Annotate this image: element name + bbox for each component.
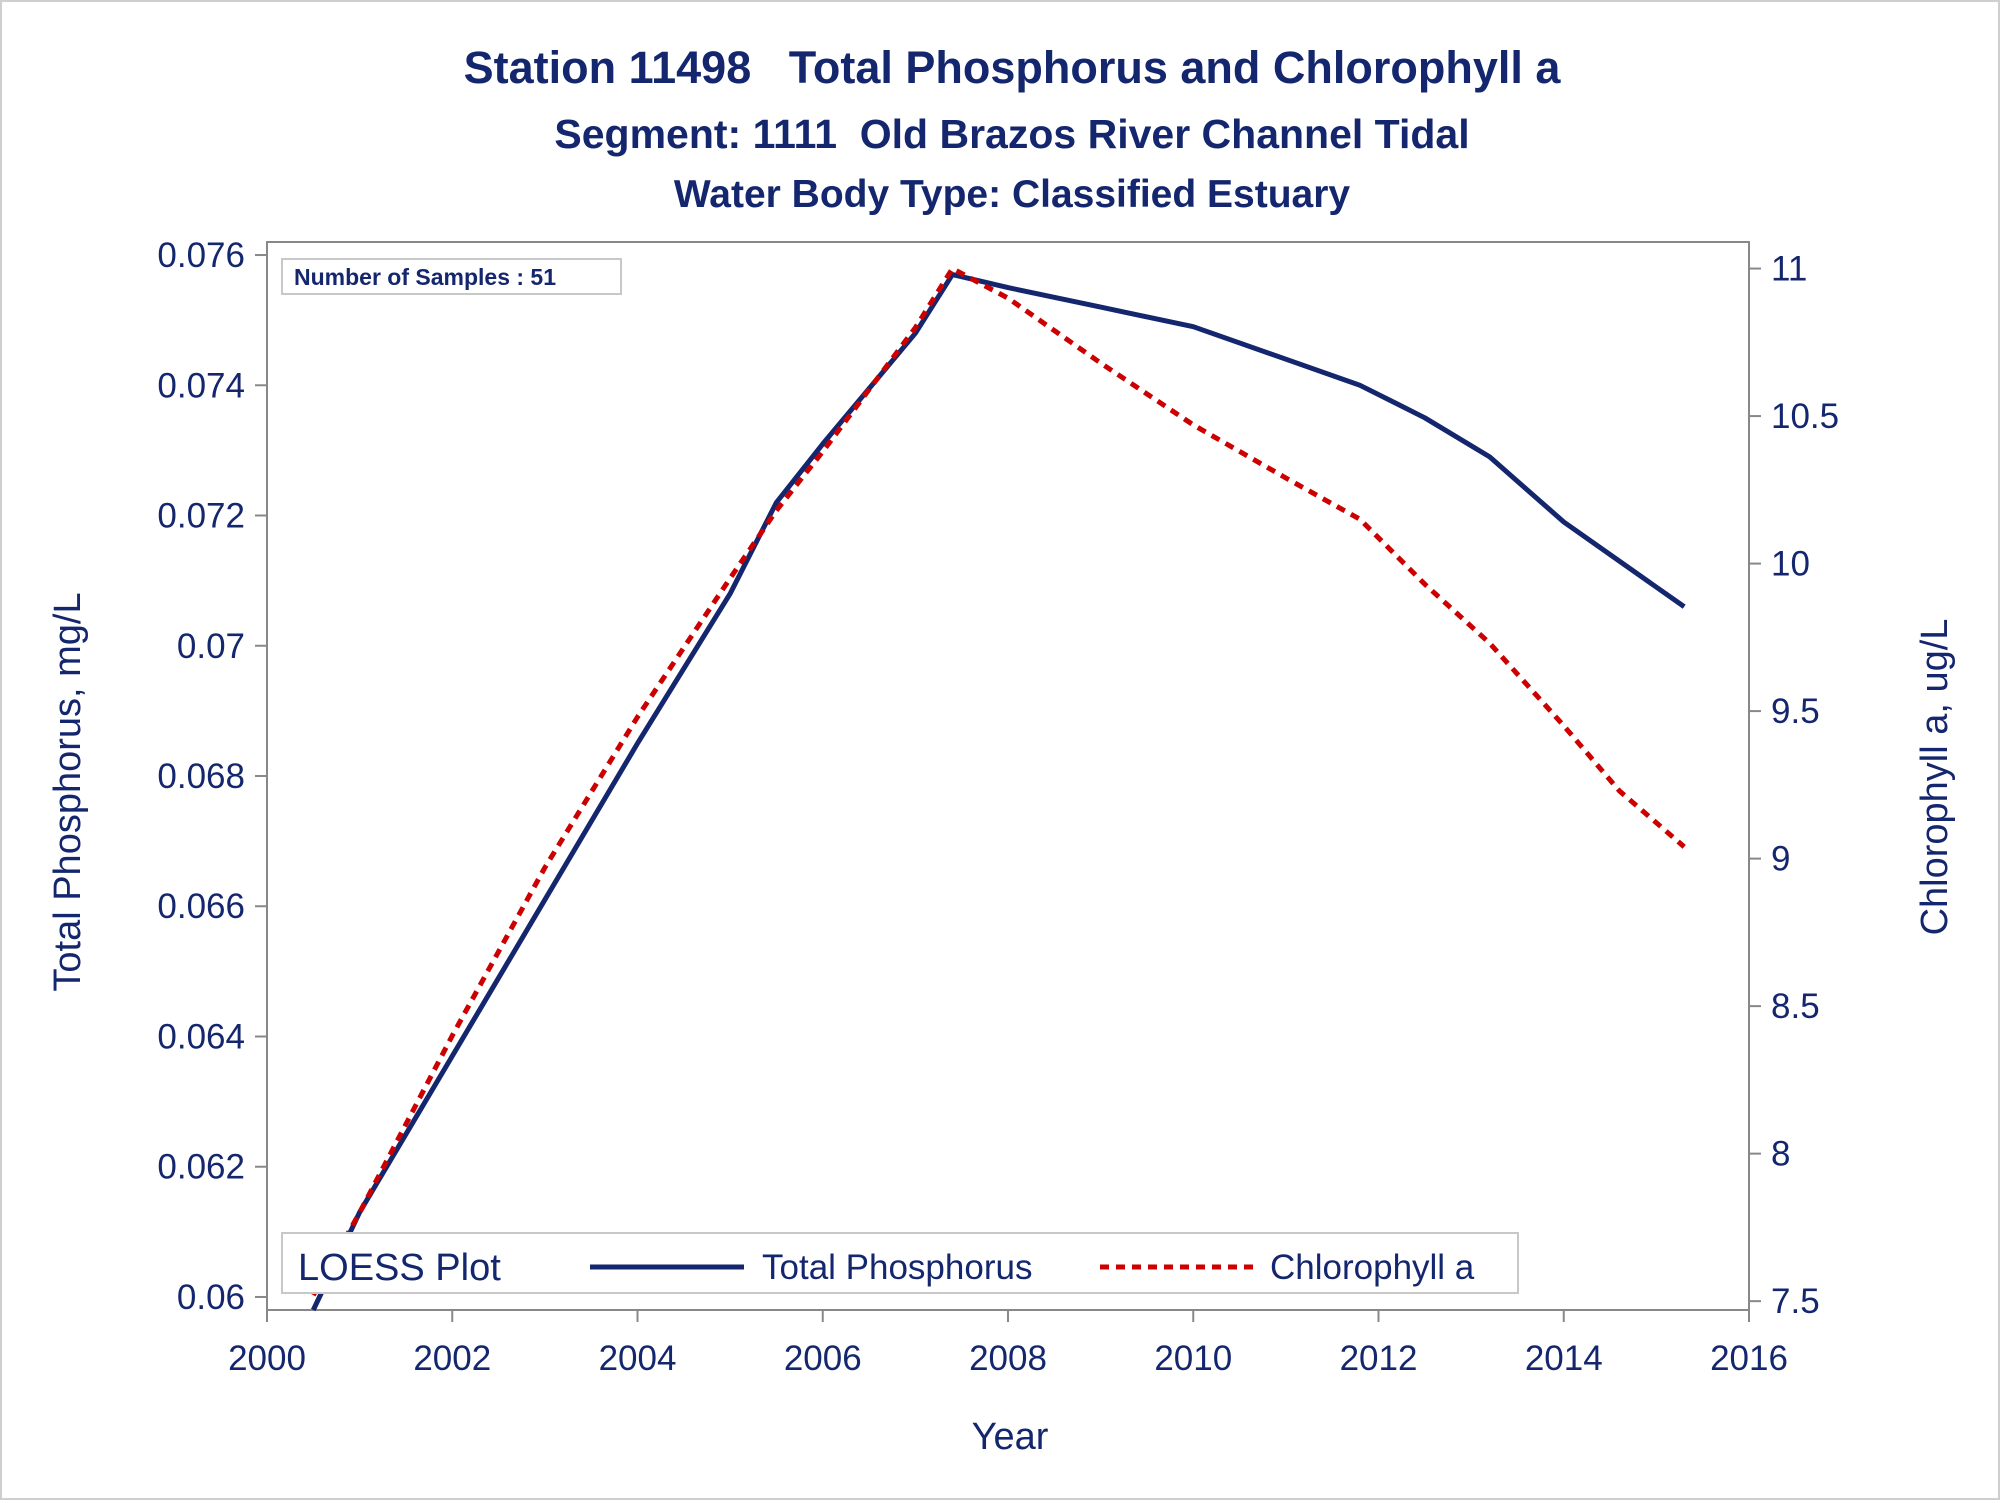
chart-subtitle-2: Water Body Type: Classified Estuary xyxy=(674,173,1350,216)
y-right-tick-label-10: 10 xyxy=(1771,545,1810,584)
x-tick-label-2010: 2010 xyxy=(1154,1339,1232,1378)
x-tick-label-2002: 2002 xyxy=(413,1339,491,1378)
x-axis: 2000 2002 2004 2006 2008 2010 2012 2014 2016 xyxy=(228,1310,1788,1378)
sample-count-box xyxy=(281,258,622,295)
chart-subtitle: Segment: 1111 Old Brazos River Channel T… xyxy=(554,111,1469,157)
x-tick-label-2012: 2012 xyxy=(1340,1339,1418,1378)
series-line-total-phosphorus xyxy=(311,272,1686,1312)
series-line-chlorophyll-a xyxy=(311,266,1686,1297)
y-right-tick-label-9: 9 xyxy=(1771,840,1790,879)
sample-count-label: Number of Samples : 51 xyxy=(294,264,556,290)
x-tick-label-2006: 2006 xyxy=(784,1339,862,1378)
legend-label-total-phosphorus: Total Phosphorus xyxy=(762,1248,1032,1287)
y-right-tick-label-10-5: 10.5 xyxy=(1771,397,1839,436)
y-left-tick-label-0-06: 0.06 xyxy=(177,1278,245,1317)
legend-title: LOESS Plot xyxy=(298,1247,501,1289)
x-axis-label: Year xyxy=(972,1416,1049,1458)
x-tick-label-2016: 2016 xyxy=(1710,1339,1788,1378)
series-layer xyxy=(311,266,1686,1312)
y-axis-left-label: Total Phosphorus, mg/L xyxy=(47,592,89,991)
chart-title: Station 11498 Total Phosphorus and Chlor… xyxy=(464,42,1562,93)
plot-area xyxy=(266,241,1750,1311)
x-tick-label-2004: 2004 xyxy=(599,1339,677,1378)
y-left-tick-label-0-064: 0.064 xyxy=(157,1017,245,1056)
y-left-tick-label-0-066: 0.066 xyxy=(157,887,245,926)
y-left-tick-label-0-062: 0.062 xyxy=(157,1148,245,1187)
y-right-tick-label-8: 8 xyxy=(1771,1135,1790,1174)
y-axis-right-label: Chlorophyll a, ug/L xyxy=(1914,619,1956,936)
y-right-tick-label-9-5: 9.5 xyxy=(1771,692,1820,731)
y-left-tick-label-0-074: 0.074 xyxy=(157,366,245,405)
x-tick-label-2000: 2000 xyxy=(228,1339,306,1378)
y-left-tick-label-0-07: 0.07 xyxy=(177,627,245,666)
x-tick-label-2014: 2014 xyxy=(1525,1339,1603,1378)
y-right-tick-label-11: 11 xyxy=(1771,250,1807,289)
x-tick-label-2008: 2008 xyxy=(969,1339,1047,1378)
y-left-tick-label-0-072: 0.072 xyxy=(157,497,245,536)
y-right-tick-label-8-5: 8.5 xyxy=(1771,987,1820,1026)
y-left-tick-label-0-076: 0.076 xyxy=(157,236,245,275)
y-axis-left: 0.06 0.062 0.064 0.066 0.068 0.07 0.072 0.074 0.… xyxy=(157,236,267,1317)
y-axis-right: 7.5 8 8.5 9 9.5 10 10.5 11 xyxy=(1749,250,1839,1321)
legend-label-chlorophyll-a: Chlorophyll a xyxy=(1270,1248,1475,1287)
y-right-tick-label-7-5: 7.5 xyxy=(1771,1282,1820,1321)
y-left-tick-label-0-068: 0.068 xyxy=(157,757,245,796)
legend-box xyxy=(281,1232,1519,1294)
legend: LOESS Plot Total Phosphorus Chlorophyll … xyxy=(281,1232,1519,1294)
